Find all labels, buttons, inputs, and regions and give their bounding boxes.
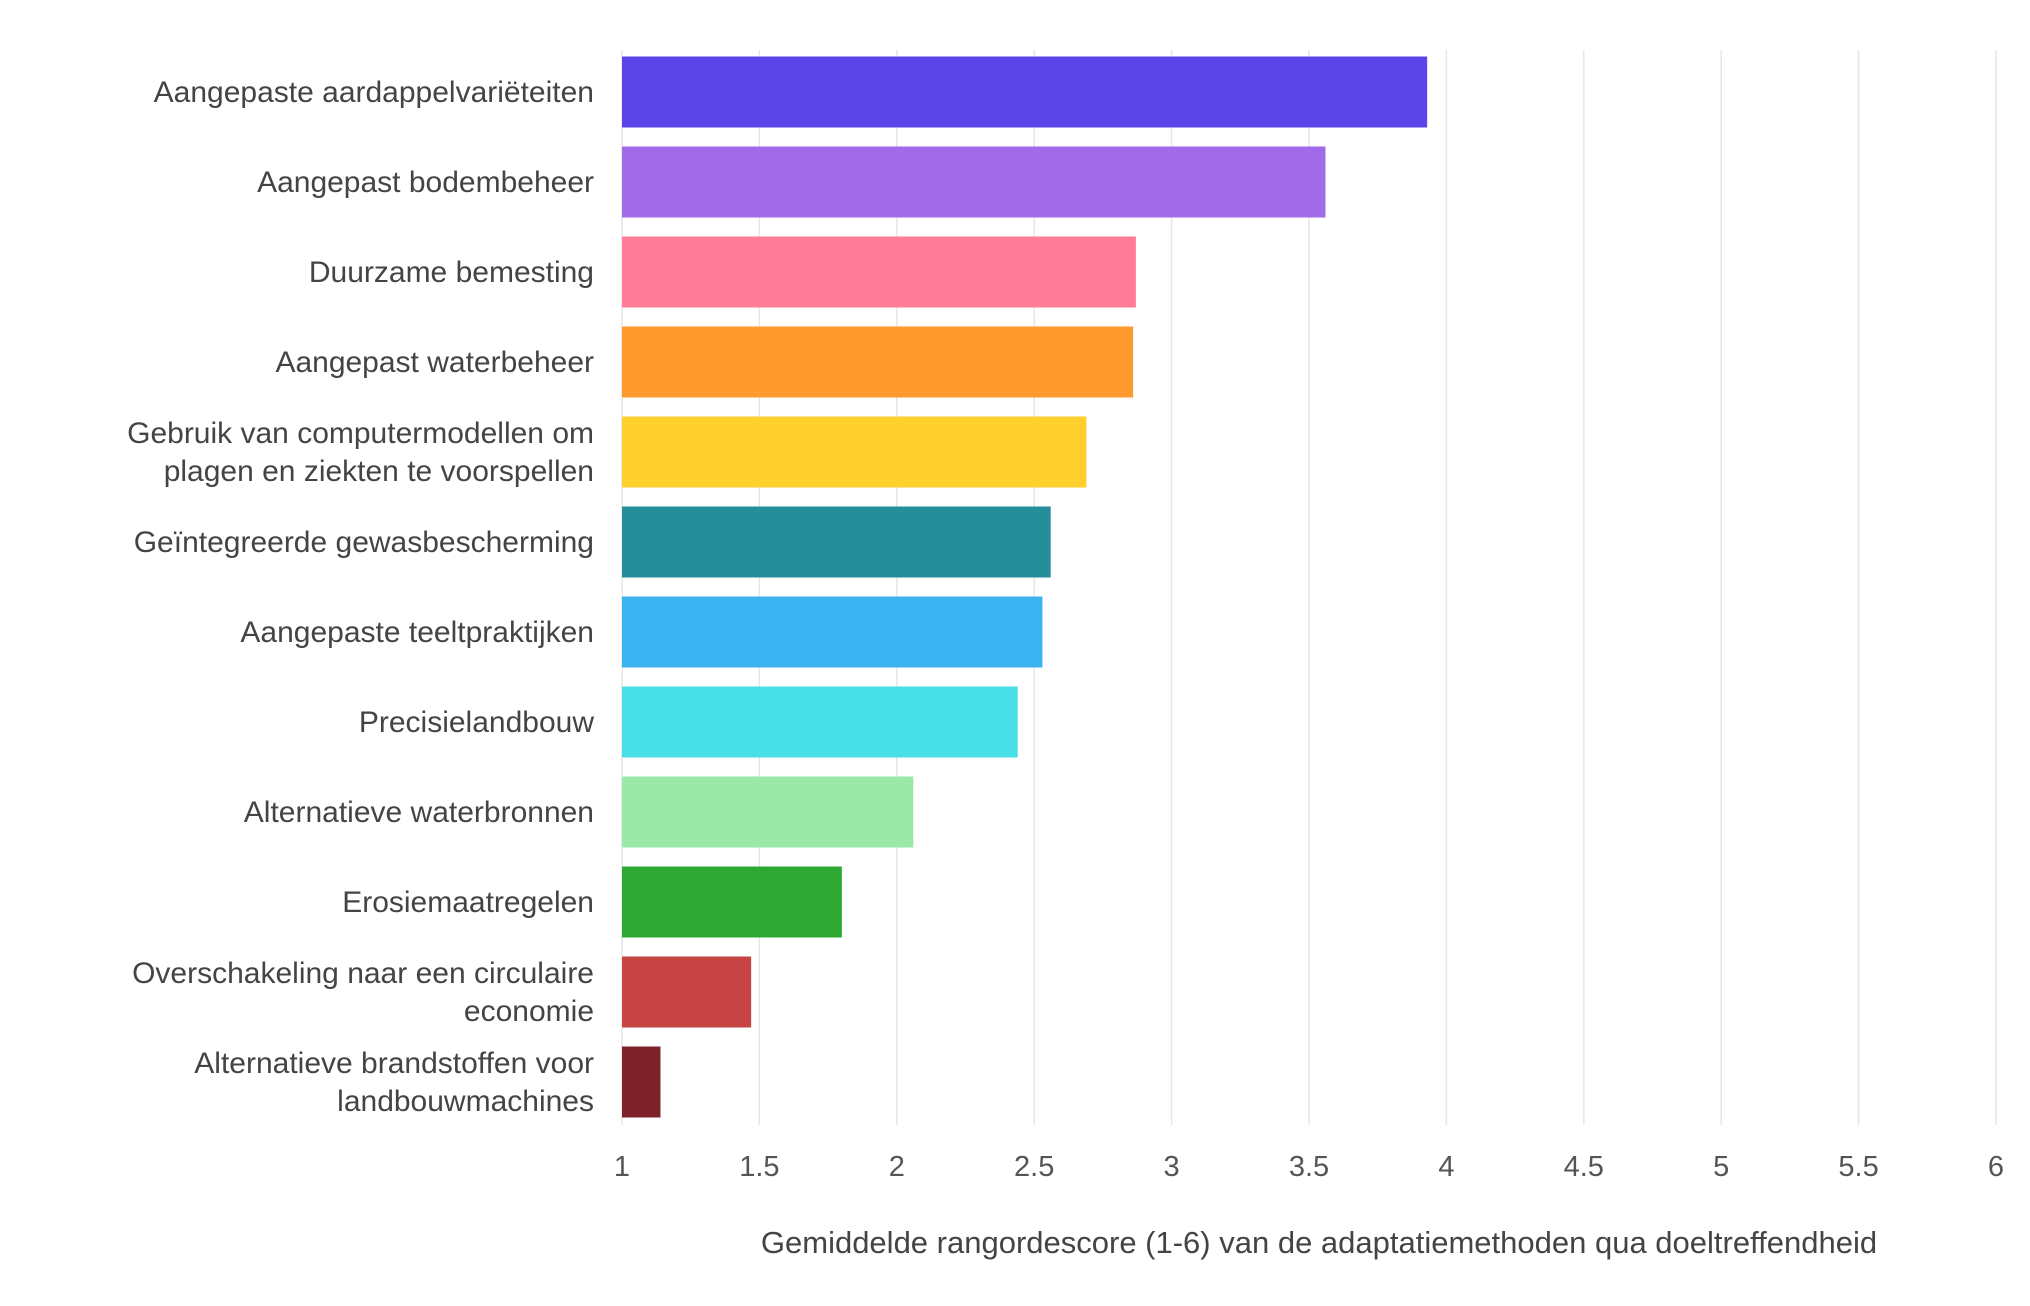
category-label: Erosiemaatregelen xyxy=(342,886,594,919)
bar xyxy=(622,506,1051,578)
x-tick-label: 1 xyxy=(614,1151,630,1183)
bar xyxy=(622,326,1134,398)
bar xyxy=(622,416,1087,488)
x-tick-label: 6 xyxy=(1988,1151,2004,1183)
category-label: Alternatieve waterbronnen xyxy=(244,796,594,829)
x-tick-labels: 1 1.5 2 2.5 3 3.5 4 4.5 5 5.5 6 xyxy=(614,1151,2004,1183)
x-tick-label: 1.5 xyxy=(739,1151,779,1183)
category-label: Alternatieve brandstoffen voor landbouwma… xyxy=(194,1047,594,1118)
x-tick-label: 2.5 xyxy=(1014,1151,1054,1183)
category-label: Aangepaste teeltpraktijken xyxy=(240,616,594,649)
category-labels: Aangepaste aardappelvariëteiten Aangepast… xyxy=(127,76,594,1118)
bar xyxy=(622,686,1018,758)
category-label: Duurzame bemesting xyxy=(309,256,594,289)
x-tick-label: 3 xyxy=(1164,1151,1180,1183)
x-tick-label: 2 xyxy=(889,1151,905,1183)
x-tick-label: 5.5 xyxy=(1838,1151,1878,1183)
bar xyxy=(622,146,1326,218)
grid-lines xyxy=(621,50,1997,1125)
bar xyxy=(622,956,752,1028)
category-label: Gebruik van computermodellen om plagen en… xyxy=(127,417,594,488)
x-tick-label: 4 xyxy=(1438,1151,1454,1183)
bar xyxy=(622,1046,661,1118)
x-tick-label: 5 xyxy=(1713,1151,1729,1183)
category-label: Overschakeling naar een circulaire econom… xyxy=(132,957,594,1028)
bar xyxy=(622,56,1428,128)
bars xyxy=(622,56,1428,1118)
category-label: Precisielandbouw xyxy=(359,706,594,739)
x-tick-label: 3.5 xyxy=(1289,1151,1329,1183)
x-axis-title: Gemiddelde rangordescore (1-6) van de ad… xyxy=(761,1225,1877,1260)
category-label: Aangepaste aardappelvariëteiten xyxy=(154,76,594,109)
bar xyxy=(622,776,914,848)
bar xyxy=(622,596,1043,668)
category-label: Geïntegreerde gewasbescherming xyxy=(134,526,594,559)
bar xyxy=(622,866,842,938)
category-label: Aangepast waterbeheer xyxy=(275,346,594,379)
x-tick-label: 4.5 xyxy=(1564,1151,1604,1183)
category-label: Aangepast bodembeheer xyxy=(257,166,594,199)
bar xyxy=(622,236,1136,308)
